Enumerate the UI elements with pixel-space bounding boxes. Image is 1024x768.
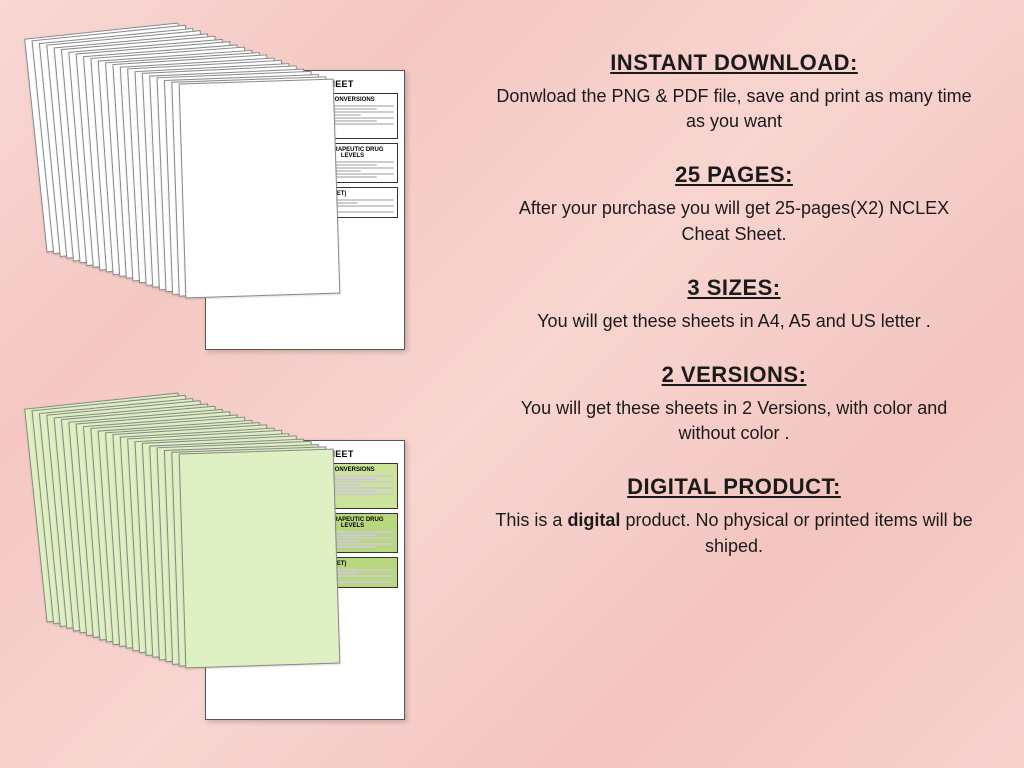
section-title: 2 VERSIONS: xyxy=(494,362,974,388)
section-body: You will get these sheets in A4, A5 and … xyxy=(494,309,974,334)
section-title: DIGITAL PRODUCT: xyxy=(494,474,974,500)
section-title: 25 PAGES: xyxy=(494,162,974,188)
section-title: 3 SIZES: xyxy=(494,275,974,301)
description-panel: INSTANT DOWNLOAD: Donwload the PNG & PDF … xyxy=(494,50,974,587)
section-body: You will get these sheets in 2 Versions,… xyxy=(494,396,974,446)
section-title: INSTANT DOWNLOAD: xyxy=(494,50,974,76)
page-stack-white: NCLEX CRAM SHEET TIPS CONVERSIONS VITAL … xyxy=(35,30,415,360)
info-section: 3 SIZES: You will get these sheets in A4,… xyxy=(494,275,974,334)
info-section: 2 VERSIONS: You will get these sheets in … xyxy=(494,362,974,446)
page-stack-green: NCLEX CRAM SHEET TIPS CONVERSIONS VITAL … xyxy=(35,400,415,730)
info-section: INSTANT DOWNLOAD: Donwload the PNG & PDF … xyxy=(494,50,974,134)
section-body: After your purchase you will get 25-page… xyxy=(494,196,974,246)
stacked-page xyxy=(179,449,341,669)
section-body: Donwload the PNG & PDF file, save and pr… xyxy=(494,84,974,134)
stacked-page xyxy=(179,79,341,299)
info-section: 25 PAGES: After your purchase you will ge… xyxy=(494,162,974,246)
info-section: DIGITAL PRODUCT: This is a digital produc… xyxy=(494,474,974,558)
section-body: This is a digital product. No physical o… xyxy=(494,508,974,558)
